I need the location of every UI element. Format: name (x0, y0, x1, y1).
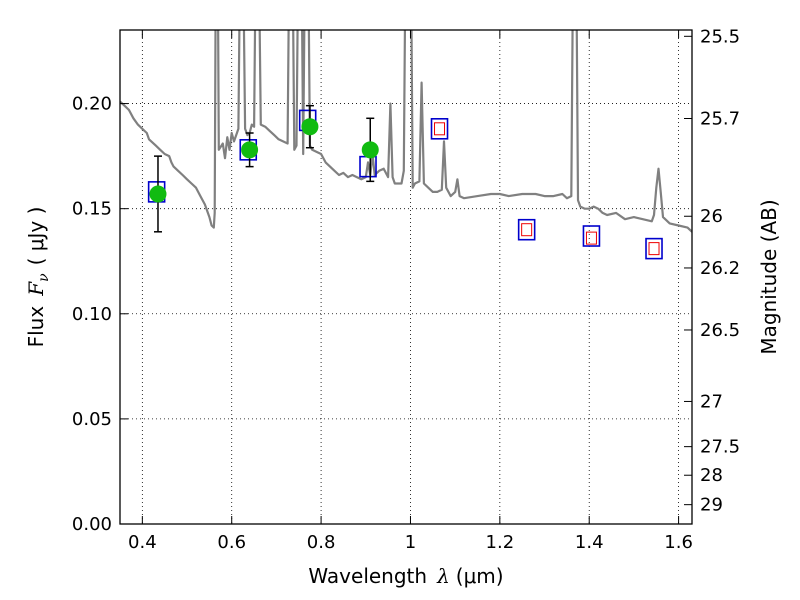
predicted-photometry-box (585, 231, 597, 245)
x-tick-label: 1.4 (575, 532, 604, 553)
y2-tick-label: 26.5 (700, 320, 740, 341)
y2-tick-label: 26 (700, 206, 723, 227)
y-tick-label: 0.05 (72, 409, 112, 430)
x-tick-label: 0.4 (128, 532, 157, 553)
x-tick-label: 1 (405, 532, 416, 553)
y2-tick-label: 27 (700, 391, 723, 412)
y2-tick-label: 27.5 (700, 437, 740, 458)
x-tick-label: 0.8 (307, 532, 336, 553)
y2-tick-label: 25.5 (700, 26, 740, 47)
predicted-photometry-box (434, 122, 446, 136)
axis-ticks: 0.4 0.6 0.8 1 1.2 1.4 1.6 0.00 0.05 0.10 0.15 0.20 2… (72, 26, 740, 553)
model-photometry-box (582, 225, 601, 247)
model-spectrum-line (120, 30, 692, 233)
y2-tick-label: 26.2 (700, 258, 740, 279)
observed-flux-point (241, 141, 259, 159)
predicted-photometry-box (648, 242, 660, 256)
x-tick-label: 1.6 (664, 532, 693, 553)
predicted-photometry-box (521, 223, 533, 237)
model-photometry-box (517, 218, 536, 241)
observed-flux-point (149, 185, 167, 203)
x-axis-label: Wavelength λ (μm) (308, 564, 503, 588)
grid (120, 30, 692, 525)
y2-axis-label: Magnitude (AB) (757, 199, 781, 354)
y-tick-label: 0.00 (72, 514, 112, 535)
y2-tick-label: 29 (700, 495, 723, 516)
observed-flux-point (301, 118, 319, 136)
y-tick-label: 0.10 (72, 304, 112, 325)
model-photometry-box (645, 237, 663, 260)
y-tick-label: 0.15 (72, 199, 112, 220)
observed-flux-point (361, 141, 379, 159)
x-tick-label: 0.6 (217, 532, 246, 553)
x-tick-label: 1.2 (486, 532, 515, 553)
y-tick-label: 0.20 (72, 94, 112, 115)
plot-area (120, 30, 692, 260)
y2-tick-label: 28 (700, 465, 723, 486)
plot-frame (119, 29, 693, 525)
y2-tick-label: 25.7 (700, 108, 740, 129)
model-photometry-box (430, 118, 449, 140)
y-axis-label: FluxFν( μJy ) (24, 207, 52, 348)
